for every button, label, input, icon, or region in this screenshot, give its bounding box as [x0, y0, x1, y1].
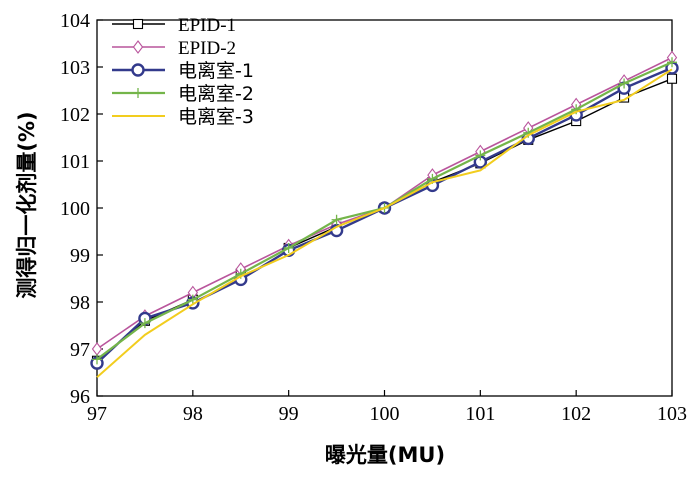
x-tick-label: 100	[370, 403, 400, 425]
plus-marker	[187, 294, 198, 305]
x-tick-label: 101	[465, 403, 495, 425]
y-tick-label: 97	[70, 339, 90, 361]
y-tick-label: 98	[70, 292, 90, 314]
y-tick-label: 96	[70, 386, 90, 408]
y-tick-label: 102	[60, 104, 90, 126]
legend-item: EPID-2	[112, 38, 236, 59]
legend-label: 电离室-1	[178, 60, 254, 82]
plus-marker	[139, 318, 150, 329]
series-5	[96, 68, 673, 378]
plus-marker	[619, 78, 630, 89]
square-marker	[666, 73, 678, 84]
y-tick-label: 101	[60, 151, 90, 173]
axes: 97 98 99 100 101 102 1039697989910010110210310…	[60, 10, 687, 425]
x-tick-label: 102	[561, 403, 591, 425]
circle-marker	[131, 63, 145, 77]
plus-marker	[331, 214, 342, 225]
square-marker	[132, 18, 144, 30]
y-tick-label: 99	[70, 245, 90, 267]
legend-item: EPID-1	[112, 15, 236, 36]
legend-label: EPID-1	[178, 15, 236, 36]
x-tick-label: 99	[279, 403, 299, 425]
plus-marker	[92, 354, 102, 365]
plus-marker	[475, 150, 486, 161]
legend-label: 电离室-3	[178, 106, 254, 128]
legend-item: 电离室-2	[112, 83, 254, 105]
series-lines	[90, 50, 679, 378]
legend-label: 电离室-2	[178, 83, 254, 105]
plus-marker	[283, 242, 294, 253]
y-tick-label: 104	[60, 10, 90, 32]
plus-marker	[667, 57, 677, 68]
y-axis-label: 测得归一化剂量(%)	[15, 111, 39, 298]
y-tick-label: 100	[60, 198, 90, 220]
y-tick-label: 103	[60, 57, 90, 79]
diamond-marker	[132, 40, 144, 54]
x-tick-label: 98	[183, 403, 203, 425]
x-axis-label: 曝光量(MU)	[325, 443, 445, 467]
series-line	[96, 68, 673, 378]
diamond-marker	[91, 342, 103, 356]
x-tick-label: 97	[87, 403, 107, 425]
legend-label: EPID-2	[178, 38, 236, 59]
x-tick-label: 103	[657, 403, 687, 425]
legend-item: 电离室-1	[112, 60, 254, 82]
plus-marker	[133, 88, 143, 98]
legend-item: 电离室-3	[112, 106, 254, 128]
